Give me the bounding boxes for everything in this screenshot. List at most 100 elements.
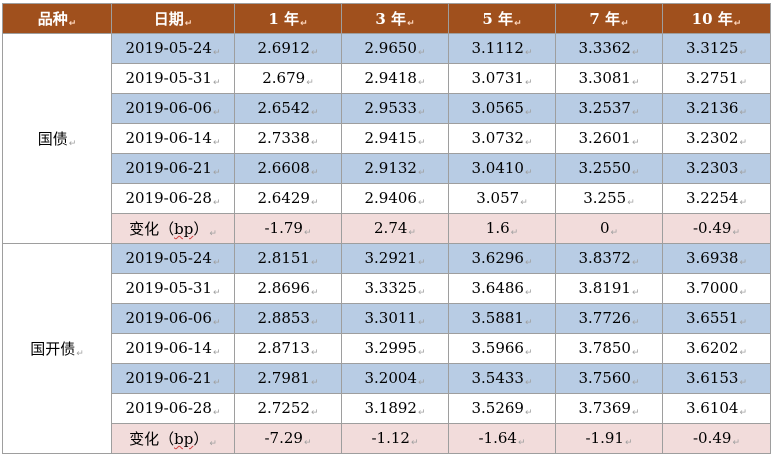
change-label-cell: 变化（bp）↵ xyxy=(111,213,235,244)
yield-cell: 2.8151↵ xyxy=(234,243,342,274)
yield-cell: 2.9406↵ xyxy=(341,183,449,214)
yield-cell: 3.2303↵ xyxy=(662,153,771,184)
change-row: 变化（bp）↵ -7.29↵ -1.12↵ -1.64↵ -1.91↵ -0.49↵ xyxy=(3,423,771,454)
table-row: 国债↵ 2019-05-24↵ 2.6912↵ 2.9650↵ 3.1112↵ 3.336… xyxy=(2,33,771,244)
yield-cell: 2.679↵ xyxy=(234,63,342,94)
yield-cell: 3.3325↵ xyxy=(341,273,449,304)
yield-cell: 3.7560↵ xyxy=(555,363,663,394)
yield-cell: 2.8853↵ xyxy=(234,303,342,334)
yield-cell: 3.2550↵ xyxy=(555,153,663,184)
date-cell: 2019-06-28↵ xyxy=(111,183,235,214)
yield-cell: 3.5433↵ xyxy=(448,363,556,394)
yield-cell: 2.6912↵ xyxy=(234,33,342,64)
yield-cell: 2.9533↵ xyxy=(341,93,449,124)
yield-table: 品种↵ 日期↵ 1 年↵ 3 年↵ 5 年↵ 7 年↵ 10 年↵ 国债↵ 201… xyxy=(2,3,771,454)
yield-cell: 2.7252↵ xyxy=(234,393,342,424)
yield-cell: 3.2004↵ xyxy=(341,363,449,394)
yield-cell: 2.6429↵ xyxy=(234,183,342,214)
yield-cell: 3.6104↵ xyxy=(662,393,771,424)
change-label-cell: 变化（bp）↵ xyxy=(111,423,235,454)
date-cell: 2019-05-31↵ xyxy=(111,273,235,304)
date-cell: 2019-06-14↵ xyxy=(111,123,235,154)
yield-cell: 3.6296↵ xyxy=(448,243,556,274)
yield-cell: 3.3362↵ xyxy=(555,33,663,64)
yield-cell: 3.2921↵ xyxy=(341,243,449,274)
date-cell: 2019-06-06↵ xyxy=(111,93,235,124)
yield-cell: 3.0410↵ xyxy=(448,153,556,184)
header-cell: 7 年↵ xyxy=(555,3,663,34)
date-cell: 2019-06-06↵ xyxy=(111,303,235,334)
yield-cell: 3.3081↵ xyxy=(555,63,663,94)
yield-cell: 3.2254↵ xyxy=(662,183,771,214)
yield-cell: 3.5881↵ xyxy=(448,303,556,334)
change-row: 变化（bp）↵ -1.79↵ 2.74↵ 1.6↵ 0↵ -0.49↵ xyxy=(3,213,771,244)
yield-cell: 3.0565↵ xyxy=(448,93,556,124)
yield-cell: 3.0732↵ xyxy=(448,123,556,154)
yield-cell: 3.0731↵ xyxy=(448,63,556,94)
table-row: 2019-06-21↵ 2.7981↵ 3.2004↵ 3.5433↵ 3.7560↵ 3… xyxy=(3,363,771,394)
change-cell: -1.79↵ xyxy=(234,213,342,244)
yield-cell: 2.8696↵ xyxy=(234,273,342,304)
change-cell: 1.6↵ xyxy=(448,213,556,244)
table-row: 2019-06-06↵ 2.8853↵ 3.3011↵ 3.5881↵ 3.7726↵ 3… xyxy=(3,303,771,334)
group-name-cell: 国债↵ xyxy=(2,33,112,244)
date-cell: 2019-06-21↵ xyxy=(111,363,235,394)
change-cell: -7.29↵ xyxy=(234,423,342,454)
yield-cell: 2.9650↵ xyxy=(341,33,449,64)
yield-cell: 3.057↵ xyxy=(448,183,556,214)
yield-cell: 3.6551↵ xyxy=(662,303,771,334)
table-row: 2019-05-31↵ 2.8696↵ 3.3325↵ 3.6486↵ 3.8191↵ 3… xyxy=(3,273,771,304)
yield-cell: 3.1892↵ xyxy=(341,393,449,424)
yield-cell: 3.5966↵ xyxy=(448,333,556,364)
yield-cell: 2.7981↵ xyxy=(234,363,342,394)
yield-cell: 3.3011↵ xyxy=(341,303,449,334)
yield-cell: 3.6153↵ xyxy=(662,363,771,394)
change-cell: 0↵ xyxy=(555,213,663,244)
table-row: 2019-05-31↵ 2.679↵ 2.9418↵ 3.0731↵ 3.3081↵ 3.… xyxy=(3,63,771,94)
yield-cell: 3.7369↵ xyxy=(555,393,663,424)
date-cell: 2019-06-14↵ xyxy=(111,333,235,364)
yield-cell: 3.6938↵ xyxy=(662,243,771,274)
date-cell: 2019-06-28↵ xyxy=(111,393,235,424)
yield-cell: 2.7338↵ xyxy=(234,123,342,154)
yield-cell: 3.2995↵ xyxy=(341,333,449,364)
date-cell: 2019-05-24↵ xyxy=(111,33,235,64)
change-cell: -0.49↵ xyxy=(662,213,771,244)
yield-cell: 3.8372↵ xyxy=(555,243,663,274)
change-cell: -1.91↵ xyxy=(555,423,663,454)
header-cell: 10 年↵ xyxy=(662,3,771,34)
table-row: 2019-06-28↵ 2.7252↵ 3.1892↵ 3.5269↵ 3.7369↵ 3… xyxy=(3,393,771,424)
table-row: 2019-06-14↵ 2.7338↵ 2.9415↵ 3.0732↵ 3.2601↵ 3… xyxy=(3,123,771,154)
yield-cell: 3.1112↵ xyxy=(448,33,556,64)
yield-cell: 3.2302↵ xyxy=(662,123,771,154)
yield-cell: 2.8713↵ xyxy=(234,333,342,364)
yield-cell: 3.2537↵ xyxy=(555,93,663,124)
change-cell: -0.49↵ xyxy=(662,423,771,454)
yield-cell: 3.6202↵ xyxy=(662,333,771,364)
yield-cell: 2.9132↵ xyxy=(341,153,449,184)
header-row: 品种↵ 日期↵ 1 年↵ 3 年↵ 5 年↵ 7 年↵ 10 年↵ xyxy=(2,3,771,34)
date-cell: 2019-06-21↵ xyxy=(111,153,235,184)
group-name-cell: 国开债↵ xyxy=(2,243,112,454)
table-row: 国开债↵ 2019-05-24↵ 2.8151↵ 3.2921↵ 3.6296↵ 3.83… xyxy=(2,243,771,454)
header-cell: 3 年↵ xyxy=(341,3,449,34)
yield-cell: 3.7726↵ xyxy=(555,303,663,334)
change-cell: -1.12↵ xyxy=(341,423,449,454)
yield-cell: 2.9415↵ xyxy=(341,123,449,154)
yield-cell: 2.6608↵ xyxy=(234,153,342,184)
date-cell: 2019-05-24↵ xyxy=(111,243,235,274)
table-row: 2019-06-06↵ 2.6542↵ 2.9533↵ 3.0565↵ 3.2537↵ 3… xyxy=(3,93,771,124)
table-row: 2019-06-21↵ 2.6608↵ 2.9132↵ 3.0410↵ 3.2550↵ 3… xyxy=(3,153,771,184)
table-row: 2019-06-14↵ 2.8713↵ 3.2995↵ 3.5966↵ 3.7850↵ 3… xyxy=(3,333,771,364)
header-cell: 日期↵ xyxy=(111,3,235,34)
change-cell: 2.74↵ xyxy=(341,213,449,244)
yield-cell: 3.8191↵ xyxy=(555,273,663,304)
yield-cell: 3.7850↵ xyxy=(555,333,663,364)
yield-cell: 2.6542↵ xyxy=(234,93,342,124)
yield-cell: 3.5269↵ xyxy=(448,393,556,424)
header-cell: 品种↵ xyxy=(2,3,112,34)
yield-cell: 3.2751↵ xyxy=(662,63,771,94)
yield-cell: 2.9418↵ xyxy=(341,63,449,94)
yield-cell: 3.3125↵ xyxy=(662,33,771,64)
header-cell: 1 年↵ xyxy=(234,3,342,34)
